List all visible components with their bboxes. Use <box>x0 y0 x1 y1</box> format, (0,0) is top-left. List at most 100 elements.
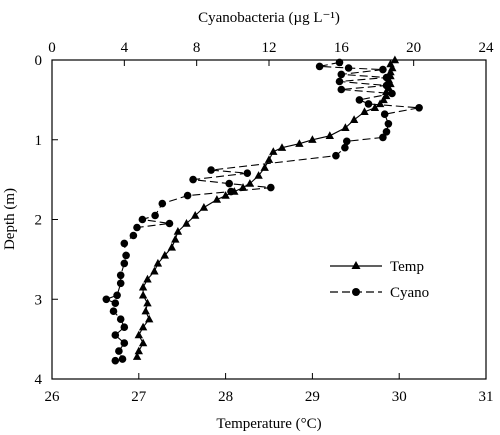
cyano-point <box>379 65 387 74</box>
legend-temp-marker <box>351 261 361 269</box>
temp-point <box>138 290 148 299</box>
top-axis-tick-label: 16 <box>334 40 350 56</box>
cyano-point <box>116 315 125 324</box>
temp-point <box>370 103 380 111</box>
left-axis-tick-label: 1 <box>35 133 43 149</box>
cyano-point <box>120 259 129 268</box>
cyano-point <box>243 169 252 177</box>
top-axis-tick-label: 24 <box>479 40 495 56</box>
cyano-point <box>382 128 391 136</box>
cyano-point <box>120 239 129 248</box>
cyano-point <box>138 215 147 224</box>
cyano-point <box>379 133 387 142</box>
temp-point <box>138 338 148 347</box>
temp-point <box>264 155 274 163</box>
top-axis-tick-label: 12 <box>262 40 277 56</box>
temp-point <box>260 163 269 171</box>
temp-point <box>134 346 143 355</box>
cyano-point <box>113 291 121 300</box>
legend-temp-label: Temp <box>390 259 424 275</box>
cyano-point <box>133 223 141 232</box>
temp-point <box>167 242 176 251</box>
cyano-point <box>344 64 353 72</box>
cyano-point <box>207 166 215 174</box>
temp-point <box>173 227 183 235</box>
temp-point <box>141 306 150 315</box>
cyano-point <box>165 219 174 228</box>
temp-point <box>379 95 388 104</box>
cyano-point <box>384 120 393 128</box>
temp-point <box>191 211 200 219</box>
cyano-point <box>382 73 391 82</box>
temp-point <box>308 135 317 143</box>
cyano-point <box>118 355 127 363</box>
top-axis-title: Cyanobacteria (µg L⁻¹) <box>198 10 340 26</box>
cyano-point <box>189 175 197 184</box>
temp-point <box>238 183 248 191</box>
left-axis-tick-label: 0 <box>35 53 43 69</box>
bottom-axis-title: Temperature (°C) <box>216 416 321 432</box>
cyano-point <box>335 58 344 67</box>
temp-point <box>145 314 154 323</box>
cyano-point <box>343 137 351 146</box>
bottom-axis-tick-label: 30 <box>392 389 407 405</box>
legend-cyano-label: Cyano <box>390 285 429 301</box>
temp-point <box>138 322 148 331</box>
temp-point <box>132 352 142 360</box>
temp-point <box>390 55 400 64</box>
temp-point <box>199 203 209 211</box>
temp-point <box>221 191 230 199</box>
temp-point <box>150 266 159 275</box>
cyano-point <box>111 299 120 308</box>
left-axis-tick-label: 2 <box>35 213 43 229</box>
cyano-point <box>102 295 111 304</box>
cyano-point <box>225 179 233 188</box>
cyano-point <box>151 211 159 220</box>
bottom-axis-tick-label: 27 <box>131 389 147 405</box>
temp-point <box>134 330 143 339</box>
cyano-point <box>355 96 364 104</box>
temp-point <box>277 143 287 151</box>
cyano-point <box>332 151 340 160</box>
cyano-point <box>227 187 235 196</box>
cyano-point <box>116 271 125 280</box>
legend: Temp Cyano <box>330 259 429 301</box>
cyano-point <box>335 77 344 86</box>
cyano-point <box>315 62 324 71</box>
temp-point <box>212 195 222 203</box>
top-axis-tick-label: 4 <box>121 40 129 56</box>
temp-point <box>143 274 152 283</box>
cyano-point <box>120 339 129 347</box>
temp-point <box>171 234 180 243</box>
cyano-point <box>337 70 346 79</box>
cyano-point <box>388 89 396 98</box>
left-axis-tick-label: 3 <box>35 292 43 308</box>
bottom-axis-tick-label: 29 <box>305 389 320 405</box>
top-axis-tick-label: 20 <box>406 40 421 56</box>
cyano-point <box>129 231 138 240</box>
temp-point <box>386 67 395 76</box>
cyano-point <box>337 85 346 94</box>
temp-point <box>138 282 148 291</box>
cyano-point <box>364 100 373 108</box>
cyano-point <box>116 279 125 288</box>
bottom-axis-tick-label: 28 <box>218 389 233 405</box>
cyano-point <box>115 347 123 355</box>
temp-point <box>295 139 304 147</box>
cyano-point <box>380 110 389 118</box>
left-axis-title: Depth (m) <box>2 188 18 250</box>
temp-point <box>153 258 163 267</box>
series-group <box>102 55 423 365</box>
left-axis-tick-label: 4 <box>35 372 43 388</box>
temp-point <box>325 131 334 139</box>
cyano-point <box>122 251 130 260</box>
cyano-series-line <box>104 61 420 362</box>
top-axis-tick-label: 0 <box>48 40 56 56</box>
top-axis-tick-label: 8 <box>193 40 201 56</box>
temp-point <box>160 250 169 259</box>
cyano-point <box>382 81 391 90</box>
temp-point <box>360 107 369 115</box>
temp-point <box>143 298 152 307</box>
